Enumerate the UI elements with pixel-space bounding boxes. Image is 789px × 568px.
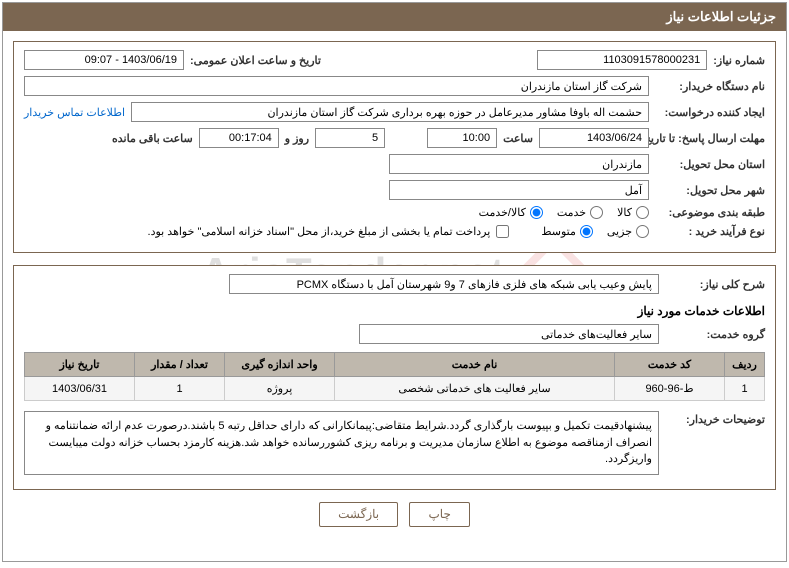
days-value-field: 5 <box>315 128 385 148</box>
announce-date-field: 1403/06/19 - 09:07 <box>24 50 184 70</box>
row-category: طبقه بندی موضوعی: کالا خدمت کالا/خدمت <box>24 206 765 219</box>
radio-service[interactable]: خدمت <box>557 206 603 219</box>
deadline-hour-field: 10:00 <box>427 128 497 148</box>
table-col-1: کد خدمت <box>615 353 725 377</box>
radio-partial-input[interactable] <box>636 225 649 238</box>
row-need-number: شماره نیاز: 1103091578000231 تاریخ و ساع… <box>24 50 765 70</box>
general-desc-label: شرح کلی نیاز: <box>665 278 765 291</box>
table-header-row: ردیفکد خدمتنام خدمتواحد اندازه گیریتعداد… <box>25 353 765 377</box>
service-group-label: گروه خدمت: <box>665 328 765 341</box>
table-cell: پروژه <box>225 377 335 401</box>
requester-field: حشمت اله باوفا مشاور مدیرعامل در حوزه به… <box>131 102 649 122</box>
radio-goods-service[interactable]: کالا/خدمت <box>479 206 543 219</box>
table-col-4: تعداد / مقدار <box>135 353 225 377</box>
row-buyer-org: نام دستگاه خریدار: شرکت گاز استان مازندر… <box>24 76 765 96</box>
general-desc-field: پایش وعیب یابی شبکه های فلزی فازهای 7 و9… <box>229 274 659 294</box>
table-cell: 1 <box>725 377 765 401</box>
radio-service-input[interactable] <box>590 206 603 219</box>
page-title: جزئیات اطلاعات نیاز <box>666 9 776 24</box>
radio-goods-input[interactable] <box>636 206 649 219</box>
buyer-org-label: نام دستگاه خریدار: <box>655 80 765 93</box>
table-col-3: واحد اندازه گیری <box>225 353 335 377</box>
days-and-label: روز و <box>285 132 309 145</box>
requester-label: ایجاد کننده درخواست: <box>655 106 765 119</box>
row-city: شهر محل تحویل: آمل <box>24 180 765 200</box>
service-group-field: سایر فعالیت‌های خدماتی <box>359 324 659 344</box>
row-province: استان محل تحویل: مازندران <box>24 154 765 174</box>
page-header: جزئیات اطلاعات نیاز <box>3 3 786 31</box>
table-col-2: نام خدمت <box>335 353 615 377</box>
category-label: طبقه بندی موضوعی: <box>655 206 765 219</box>
radio-medium-input[interactable] <box>580 225 593 238</box>
process-radio-group: جزیی متوسط <box>541 225 649 238</box>
hour-label: ساعت <box>503 132 533 145</box>
services-table: ردیفکد خدمتنام خدمتواحد اندازه گیریتعداد… <box>24 352 765 401</box>
table-cell: سایر فعالیت های خدماتی شخصی <box>335 377 615 401</box>
radio-goods-service-label: کالا/خدمت <box>479 206 526 219</box>
province-field: مازندران <box>389 154 649 174</box>
back-button[interactable]: بازگشت <box>319 502 398 527</box>
payment-checkbox[interactable] <box>496 225 509 238</box>
deadline-label: مهلت ارسال پاسخ: تا تاریخ: <box>655 132 765 145</box>
print-button[interactable]: چاپ <box>409 502 469 527</box>
radio-service-label: خدمت <box>557 206 586 219</box>
category-radio-group: کالا خدمت کالا/خدمت <box>479 206 649 219</box>
buyer-notes-text: پیشنهادقیمت تکمیل و بپیوست بارگذاری گردد… <box>24 411 659 475</box>
main-frame: جزئیات اطلاعات نیاز AriaTender.net شماره… <box>2 2 787 562</box>
payment-note-text: پرداخت تمام یا بخشی از مبلغ خرید،از محل … <box>148 225 491 238</box>
radio-goods[interactable]: کالا <box>617 206 649 219</box>
city-field: آمل <box>389 180 649 200</box>
row-service-group: گروه خدمت: سایر فعالیت‌های خدماتی <box>24 324 765 344</box>
content-area: AriaTender.net شماره نیاز: 1103091578000… <box>3 31 786 537</box>
table-col-5: تاریخ نیاز <box>25 353 135 377</box>
row-general-desc: شرح کلی نیاز: پایش وعیب یابی شبکه های فل… <box>24 274 765 294</box>
radio-goods-service-input[interactable] <box>530 206 543 219</box>
row-deadline: مهلت ارسال پاسخ: تا تاریخ: 1403/06/24 سا… <box>24 128 765 148</box>
countdown-field: 00:17:04 <box>199 128 279 148</box>
table-row: 1ط-96-960سایر فعالیت های خدماتی شخصیپروژ… <box>25 377 765 401</box>
announce-date-label: تاریخ و ساعت اعلان عمومی: <box>190 54 321 67</box>
payment-checkbox-row[interactable]: پرداخت تمام یا بخشی از مبلغ خرید،از محل … <box>148 225 510 238</box>
button-row: چاپ بازگشت <box>13 502 776 527</box>
remaining-label: ساعت باقی مانده <box>112 132 193 145</box>
radio-goods-label: کالا <box>617 206 632 219</box>
table-body: 1ط-96-960سایر فعالیت های خدماتی شخصیپروژ… <box>25 377 765 401</box>
table-cell: 1403/06/31 <box>25 377 135 401</box>
row-buyer-notes: توضیحات خریدار: پیشنهادقیمت تکمیل و بپیو… <box>24 409 765 475</box>
table-cell: 1 <box>135 377 225 401</box>
radio-medium[interactable]: متوسط <box>541 225 593 238</box>
info-box-middle: شرح کلی نیاز: پایش وعیب یابی شبکه های فل… <box>13 265 776 490</box>
radio-medium-label: متوسط <box>541 225 576 238</box>
need-number-label: شماره نیاز: <box>713 54 765 67</box>
row-process: نوع فرآیند خرید : جزیی متوسط پرداخت تمام… <box>24 225 765 238</box>
province-label: استان محل تحویل: <box>655 158 765 171</box>
buyer-notes-label: توضیحات خریدار: <box>665 409 765 426</box>
info-box-top: شماره نیاز: 1103091578000231 تاریخ و ساع… <box>13 41 776 253</box>
table-cell: ط-96-960 <box>615 377 725 401</box>
radio-partial[interactable]: جزیی <box>607 225 649 238</box>
process-label: نوع فرآیند خرید : <box>655 225 765 238</box>
table-head: ردیفکد خدمتنام خدمتواحد اندازه گیریتعداد… <box>25 353 765 377</box>
deadline-date-field: 1403/06/24 <box>539 128 649 148</box>
need-number-field: 1103091578000231 <box>537 50 707 70</box>
row-requester: ایجاد کننده درخواست: حشمت اله باوفا مشاو… <box>24 102 765 122</box>
buyer-contact-link[interactable]: اطلاعات تماس خریدار <box>24 106 125 119</box>
radio-partial-label: جزیی <box>607 225 632 238</box>
city-label: شهر محل تحویل: <box>655 184 765 197</box>
services-info-title: اطلاعات خدمات مورد نیاز <box>24 304 765 318</box>
table-col-0: ردیف <box>725 353 765 377</box>
buyer-org-field: شرکت گاز استان مازندران <box>24 76 649 96</box>
